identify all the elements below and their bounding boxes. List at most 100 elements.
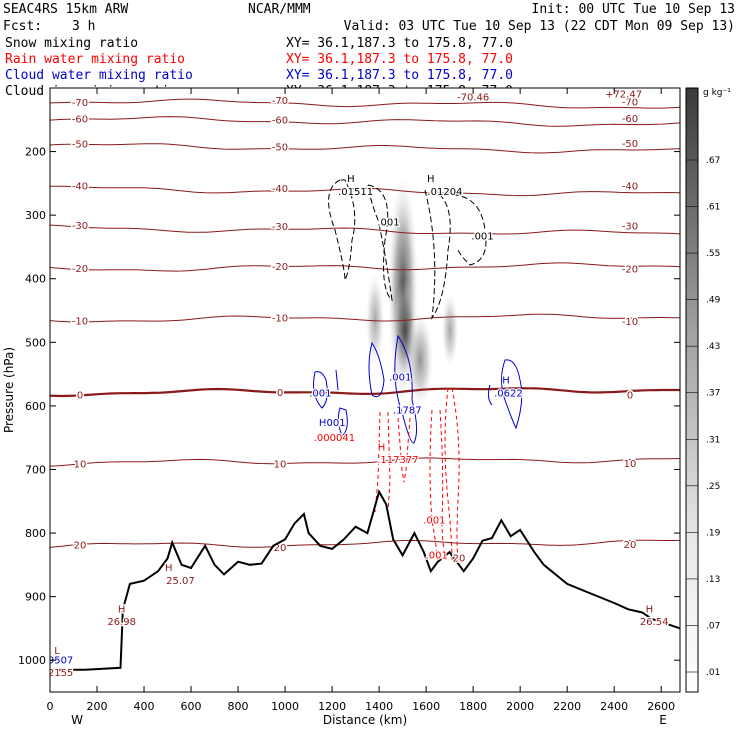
colorbar-tick-label: .01 <box>706 668 720 678</box>
temperature-contour-line <box>50 224 680 235</box>
temperature-contour-label: -10 <box>72 317 88 328</box>
temperature-contour-label: -50 <box>272 142 288 153</box>
temperature-contour-line <box>50 98 680 109</box>
plot-area <box>50 88 680 692</box>
temperature-contour-line <box>50 143 680 154</box>
field-xy-text: XY= 36.1,187.3 to 175.8, 77.0 <box>286 36 513 51</box>
y-tick-label: 800 <box>25 527 46 540</box>
temperature-contour-line <box>50 313 680 323</box>
temperature-contour-label: 10 <box>274 460 287 471</box>
extremum-label: 26.98 <box>107 617 136 628</box>
temperature-contour-label: 0 <box>627 390 633 401</box>
temperature-contour-label: -50 <box>72 139 88 150</box>
y-tick-label: 400 <box>25 273 46 286</box>
extremum-label: L <box>54 646 60 657</box>
x-tick-label: 800 <box>228 700 249 713</box>
extremum-label: 20 <box>453 554 466 565</box>
temperature-contour-label: -60 <box>622 114 638 125</box>
extremum-label: .01204 <box>427 187 462 198</box>
colorbar-tick-label: .37 <box>706 389 720 399</box>
temperature-contour-label: 20 <box>624 540 637 551</box>
x-tick-label: 600 <box>181 700 202 713</box>
x-tick-label: 1600 <box>412 700 440 713</box>
temperature-contour-line <box>50 457 680 467</box>
x-tick-label: 1800 <box>459 700 487 713</box>
temperature-contour-label: -60 <box>272 115 288 126</box>
y-tick-label: 900 <box>25 591 46 604</box>
extremum-label: .000041 <box>314 433 355 444</box>
extremum-label: H <box>118 605 126 616</box>
temperature-contour-label: -30 <box>622 221 638 232</box>
temperature-contour-line <box>50 262 680 272</box>
field-name: Rain water mixing ratio <box>5 52 185 67</box>
y-axis-title: Pressure (hPa) <box>2 347 16 433</box>
temperature-contour-label: 10 <box>74 460 87 471</box>
temperature-contours: -70 -70 -70 -60 -60 -60 -50 -50 -50 -40 -40 -40 -30 -… <box>50 95 680 555</box>
fcst-value: 3 h <box>72 19 95 34</box>
colorbar-tick-label: .25 <box>706 482 720 492</box>
extremum-label: H <box>646 605 654 616</box>
colorbar-tick-label: .49 <box>706 296 721 306</box>
y-tick-label: 700 <box>25 463 46 476</box>
temperature-contour-label: 0 <box>77 390 83 401</box>
x-axis: 0 200 400 600 800 1000 1200 1400 1600 1800 2000 220… <box>47 88 675 713</box>
x-axis-east-label: E <box>659 713 667 727</box>
temperature-contour-line <box>50 539 680 548</box>
colorbar-ticks: .01 .07 .13 .19 .25 .31 .37 .43 .49 .55 .61 .67 <box>686 156 721 678</box>
extremum-label: +72.47 <box>605 90 642 101</box>
y-tick-label: 1000 <box>18 654 46 667</box>
temperature-contour-label: -10 <box>272 313 288 324</box>
extremum-label: .001 <box>426 550 448 561</box>
x-tick-label: 200 <box>87 700 108 713</box>
field-name: Cloud water mixing ratio <box>5 68 193 83</box>
extremum-label: .117377 <box>377 455 418 466</box>
extremum-label: .0622 <box>494 388 523 399</box>
temperature-contour-label: 0 <box>277 388 283 399</box>
extremum-label: H <box>427 174 435 185</box>
x-axis-title: Distance (km) <box>323 713 407 727</box>
extremum-label: H <box>347 174 355 185</box>
temperature-contour-label: -10 <box>622 317 638 328</box>
colorbar-tick-label: .55 <box>706 249 720 259</box>
plot-frame <box>49 87 681 693</box>
extremum-label: 2155 <box>48 668 73 679</box>
extremum-label: .001 <box>323 418 345 429</box>
terrain-line <box>50 489 680 671</box>
extremum-label: .001 <box>309 388 331 399</box>
colorbar-tick-label: .61 <box>706 203 720 213</box>
extremum-label: H <box>165 563 173 574</box>
center-title: NCAR/MMM <box>248 2 311 17</box>
temperature-contour-label: -40 <box>72 181 88 192</box>
extremum-label: H <box>502 376 510 387</box>
temperature-contour-label: -20 <box>272 262 288 273</box>
extremum-label: .001 <box>389 372 411 383</box>
extremum-label: .001 <box>377 217 399 228</box>
extremum-label: .001 <box>423 516 445 527</box>
extremum-label: -70.46 <box>457 93 489 104</box>
temperature-contour-label: -40 <box>272 184 288 195</box>
temperature-contour-label: -20 <box>622 264 638 275</box>
temperature-contour-label: -70 <box>72 98 88 109</box>
colorbar-tick-label: .07 <box>706 621 720 631</box>
cloud-ice-contours <box>328 179 487 320</box>
x-tick-label: 2600 <box>647 700 675 713</box>
x-tick-label: 400 <box>134 700 155 713</box>
temperature-contour-label: -40 <box>622 181 638 192</box>
extremum-label: .001 <box>471 231 493 242</box>
x-axis-west-label: W <box>71 713 83 727</box>
extremum-label: .01511 <box>338 187 373 198</box>
extremum-label: 26.54 <box>640 617 669 628</box>
temperature-contour-label: 10 <box>624 459 637 470</box>
model-title: SEAC4RS 15km ARW <box>3 2 128 17</box>
extremum-label: 25.07 <box>166 576 195 587</box>
x-tick-label: 2000 <box>506 700 534 713</box>
extremum-label: 9507 <box>48 655 73 666</box>
colorbar <box>685 87 699 693</box>
temperature-contour-line <box>50 185 680 197</box>
x-tick-label: 0 <box>47 700 54 713</box>
rain-water-contours <box>374 387 460 561</box>
valid-time: Valid: 03 UTC Tue 10 Sep 13 (22 CDT Mon … <box>344 19 735 34</box>
temperature-contour-label: -60 <box>72 114 88 125</box>
contour-labels: -70.46 +72.47 H .01511 H .01204 .001 .001 .001 .0… <box>48 88 670 680</box>
y-tick-label: 600 <box>25 400 46 413</box>
